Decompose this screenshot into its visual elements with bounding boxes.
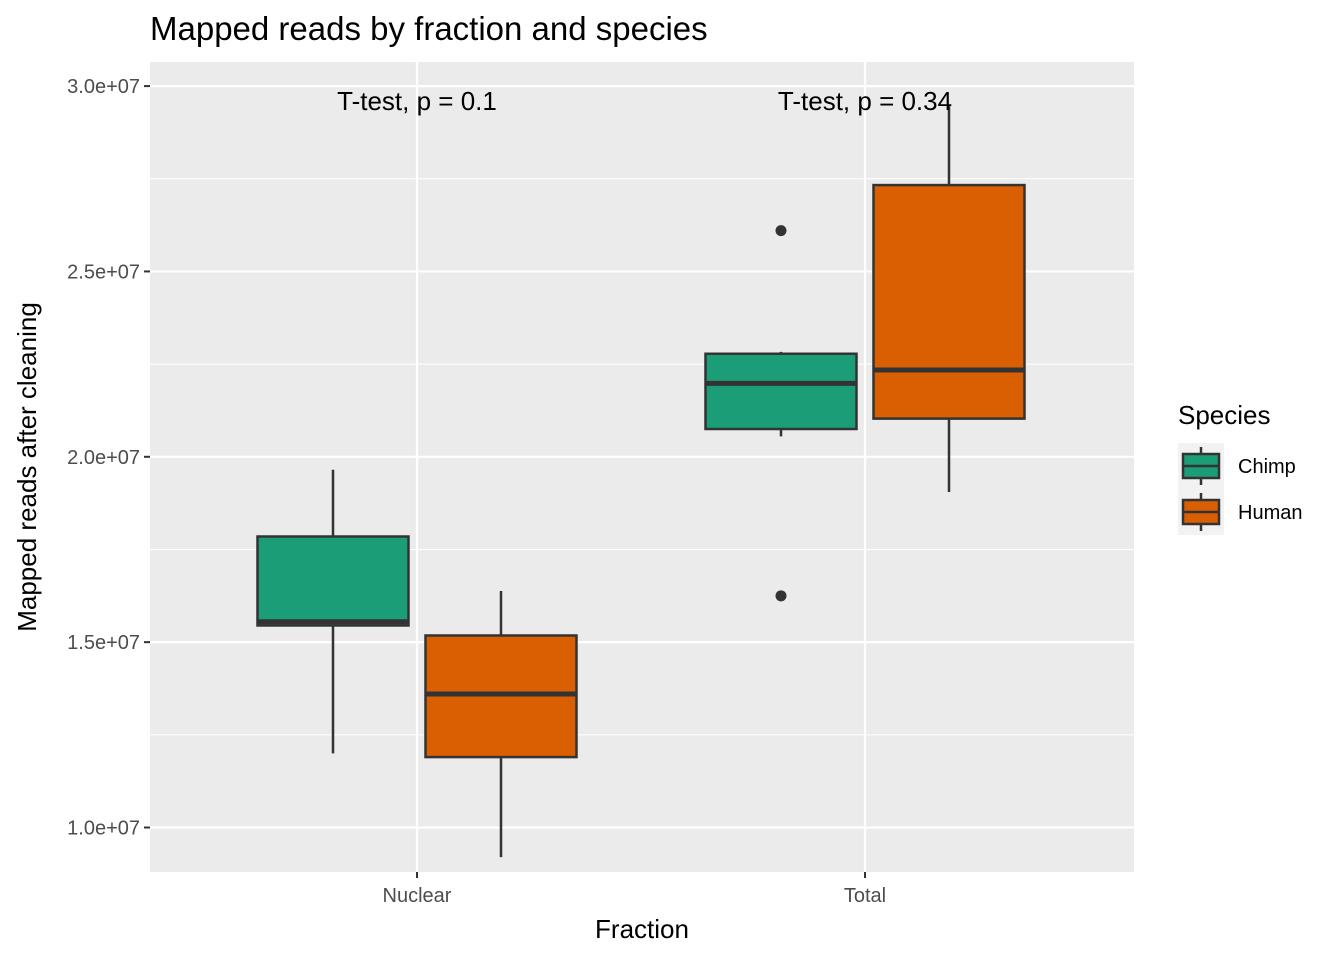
x-axis: Nuclear Total — [383, 872, 886, 907]
box-human-nuclear — [424, 591, 578, 858]
legend-key-human — [1178, 489, 1224, 535]
box-chimp-total — [704, 225, 858, 602]
box-human-total — [872, 104, 1026, 493]
grid-lines — [150, 62, 1134, 872]
chart-title: Mapped reads by fraction and species — [150, 10, 708, 47]
legend: Species Chimp Human — [1178, 400, 1302, 535]
y-tick-label: 3.0e+07 — [67, 76, 140, 98]
legend-title: Species — [1178, 400, 1271, 430]
y-tick-label: 2.5e+07 — [67, 261, 140, 283]
legend-label: Human — [1238, 502, 1302, 524]
legend-label: Chimp — [1238, 456, 1296, 478]
boxes — [256, 104, 1026, 858]
outlier-point — [775, 225, 787, 237]
box — [704, 352, 858, 431]
x-tick-label: Nuclear — [383, 885, 452, 907]
x-axis-title: Fraction — [595, 914, 689, 944]
box — [872, 183, 1026, 420]
x-tick-label: Total — [844, 885, 886, 907]
annotations: T-test, p = 0.1 T-test, p = 0.34 — [337, 86, 952, 116]
ttest-annotation: T-test, p = 0.34 — [778, 86, 952, 116]
y-axis: 1.0e+07 1.5e+07 2.0e+07 2.5e+07 3.0e+07 — [67, 76, 150, 840]
plot-panel — [150, 62, 1134, 872]
legend-key-chimp — [1178, 443, 1224, 489]
y-tick-label: 1.0e+07 — [67, 818, 140, 840]
box — [256, 535, 410, 627]
y-tick-label: 1.5e+07 — [67, 632, 140, 654]
y-tick-label: 2.0e+07 — [67, 447, 140, 469]
outlier-point — [775, 590, 787, 602]
ttest-annotation: T-test, p = 0.1 — [337, 86, 497, 116]
box-chimp-nuclear — [256, 469, 410, 754]
y-axis-title: Mapped reads after cleaning — [12, 302, 42, 632]
